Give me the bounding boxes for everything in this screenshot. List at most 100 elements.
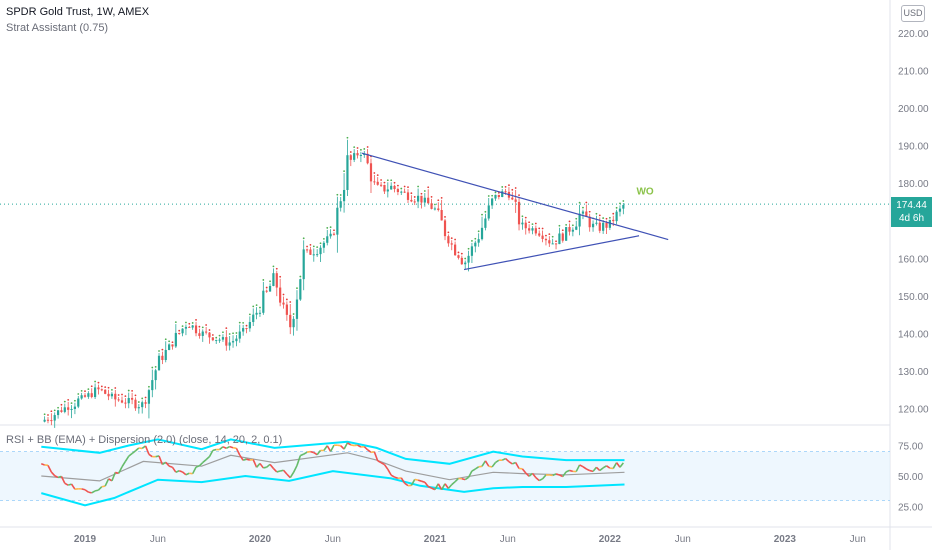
candle	[554, 240, 558, 250]
rsi-segment	[115, 471, 119, 475]
candle	[255, 304, 258, 320]
rsi-segment	[454, 477, 460, 483]
rsi-legend[interactable]: RSI + BB (EMA) + Dispersion (2.0) (close…	[6, 434, 283, 446]
candle	[403, 185, 406, 193]
candle	[595, 212, 598, 226]
rsi-segment	[555, 473, 560, 476]
candle	[194, 319, 198, 337]
rsi-segment	[175, 470, 180, 473]
symbol-legend[interactable]: SPDR Gold Trust, 1W, AMEX	[6, 6, 149, 18]
candle	[501, 186, 504, 198]
rsi-segment	[434, 483, 439, 491]
rsi-segment	[599, 467, 604, 472]
trendline-upper[interactable]	[361, 152, 669, 241]
rsi-segment	[431, 487, 436, 491]
currency-button[interactable]: USD	[901, 5, 925, 22]
price-tick-label: 150.00	[898, 292, 929, 303]
candle	[571, 224, 574, 237]
candle	[67, 398, 70, 416]
candle	[467, 247, 470, 272]
rsi-segment	[521, 468, 527, 474]
symbol-title[interactable]: SPDR Gold Trust, 1W, AMEX	[6, 6, 150, 18]
rsi-segment	[329, 444, 335, 452]
candle	[252, 305, 255, 327]
candle	[262, 279, 265, 315]
candle	[275, 267, 278, 297]
price-tick-label: 120.00	[898, 405, 929, 416]
candle	[332, 229, 336, 236]
rsi-segment	[512, 461, 516, 465]
candle	[198, 325, 201, 339]
rsi-segment	[84, 489, 89, 493]
trendline-lower[interactable]	[463, 235, 640, 271]
candle	[228, 333, 231, 351]
candle	[517, 194, 521, 231]
candle	[319, 242, 322, 263]
rsi-segment	[225, 445, 231, 450]
rsi-segment	[155, 455, 160, 458]
candle	[124, 395, 127, 409]
rsi-segment	[488, 465, 493, 468]
candle	[238, 321, 241, 343]
time-tick-label: Jun	[850, 534, 866, 545]
candle	[528, 221, 531, 234]
candle	[578, 201, 581, 236]
rsi-segment	[232, 446, 237, 450]
candle	[104, 386, 107, 395]
candle	[420, 192, 423, 209]
price-pane[interactable]: WO	[0, 136, 890, 428]
rsi-segment	[316, 449, 322, 456]
price-tick-label: 180.00	[898, 179, 929, 190]
last-price: 174.44	[896, 200, 927, 211]
rsi-segment	[57, 475, 62, 479]
rsi-segment	[263, 466, 267, 469]
candle	[568, 220, 571, 236]
candle	[363, 148, 366, 158]
rsi-segment	[575, 464, 581, 472]
price-tick-label: 160.00	[898, 254, 929, 265]
rsi-segment	[259, 462, 264, 469]
rsi-segment	[97, 486, 103, 491]
time-tick-label: 2019	[74, 534, 97, 545]
rsi-tick-label: 25.00	[898, 503, 923, 514]
rsi-segment	[191, 466, 197, 475]
rsi-segment	[514, 462, 520, 469]
time-tick-label: 2021	[424, 534, 447, 545]
rsi-segment	[363, 446, 369, 451]
rsi-segment	[394, 476, 399, 480]
rsi-segment	[464, 476, 470, 481]
rsi-segment	[212, 448, 217, 452]
rsi-segment	[440, 483, 446, 491]
candle	[379, 179, 383, 187]
rsi-segment	[182, 471, 187, 476]
candle	[151, 366, 154, 398]
rsi-segment	[88, 491, 92, 494]
candle	[137, 401, 140, 414]
rsi-segment	[451, 481, 456, 486]
candle	[393, 181, 396, 193]
candle	[208, 329, 211, 344]
candle	[437, 199, 440, 212]
candle	[454, 238, 457, 256]
rsi-segment	[569, 469, 574, 473]
rsi-tick-label: 50.00	[898, 472, 923, 483]
rsi-segment	[272, 467, 278, 473]
candle	[43, 413, 46, 423]
rsi-segment	[343, 442, 349, 450]
rsi-segment	[410, 479, 416, 486]
rsi-segment	[303, 451, 308, 455]
indicator-legend[interactable]: Strat Assistant (0.75)	[6, 22, 109, 34]
candle	[231, 332, 235, 348]
candle	[316, 246, 319, 257]
rsi-segment	[461, 477, 466, 481]
candle	[302, 237, 305, 291]
candle	[188, 322, 191, 328]
rsi-segment	[94, 489, 99, 492]
candle	[474, 237, 477, 253]
candle	[225, 327, 228, 351]
rsi-pane[interactable]	[0, 438, 890, 507]
candle	[457, 251, 460, 260]
time-tick-label: Jun	[500, 534, 516, 545]
